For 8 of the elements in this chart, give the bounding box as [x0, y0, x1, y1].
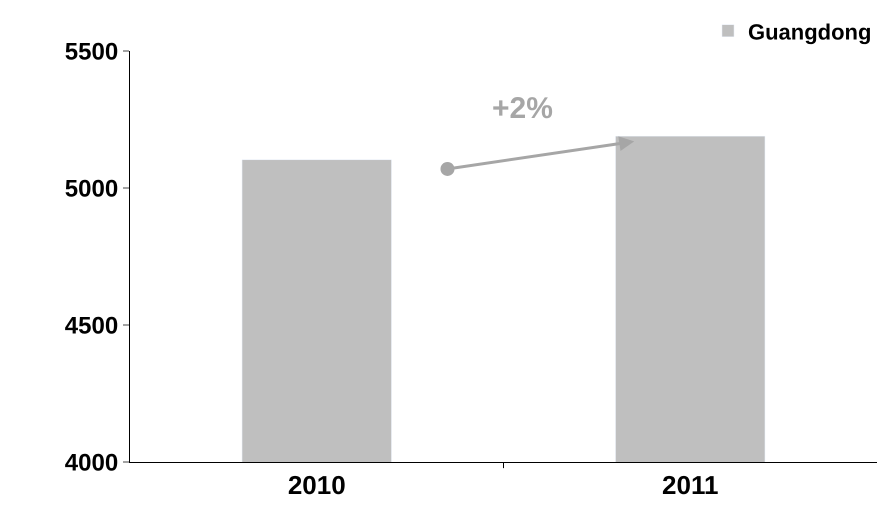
- legend-label: Guangdong: [748, 19, 872, 44]
- x-tick-label: 2011: [662, 470, 718, 500]
- y-tick-label: 4500: [64, 312, 118, 340]
- y-tick-label: 4000: [64, 449, 118, 476]
- x-tick-label: 2010: [288, 470, 346, 500]
- y-tick-label: 5500: [64, 38, 118, 66]
- annotation: +2%: [492, 92, 553, 125]
- y-tick-label: 5000: [64, 175, 118, 202]
